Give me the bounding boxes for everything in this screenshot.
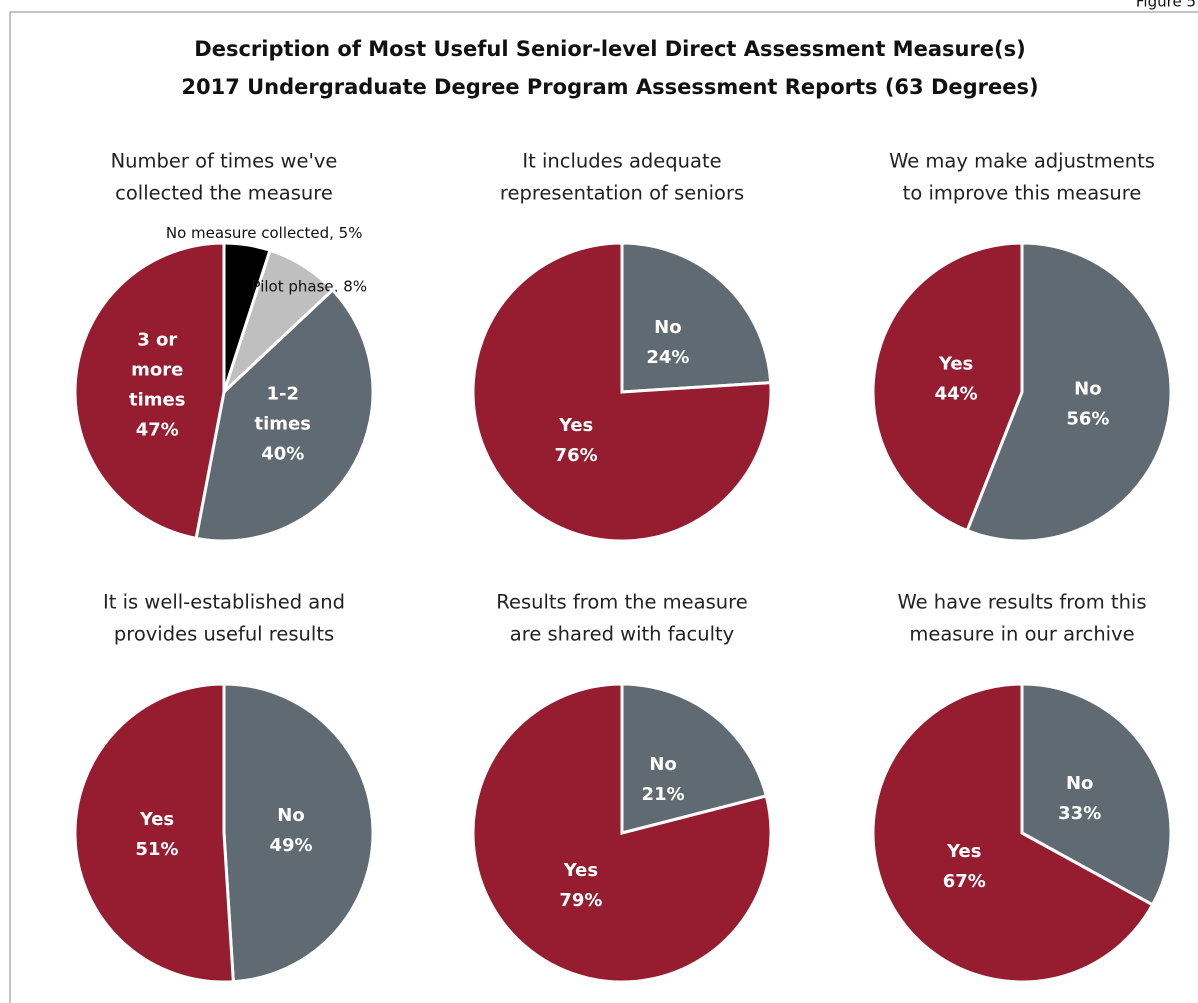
pie-slice	[965, 241, 1173, 543]
pie-title: It is well-established and	[103, 591, 345, 614]
category-name: Pilot phase	[252, 277, 334, 295]
figure-subtitle: 2017 Undergraduate Degree Program Assess…	[181, 75, 1038, 99]
separator: ,	[329, 224, 339, 242]
pie-title: measure in our archive	[909, 623, 1134, 646]
pie-slice	[73, 241, 226, 541]
pie-slice	[620, 682, 769, 835]
pie-slice	[871, 241, 1024, 533]
category-name: No	[1066, 773, 1093, 794]
pie-slice	[471, 241, 773, 543]
value-label: 51%	[135, 839, 178, 860]
pie-slice	[871, 682, 1155, 984]
data-label: No 24%	[646, 317, 689, 368]
pie-slice	[222, 682, 375, 984]
data-label: No 33%	[1058, 773, 1101, 824]
category-name: Yes	[938, 353, 973, 374]
value-label: 8%	[343, 277, 367, 295]
pie-title: We may make adjustments	[889, 150, 1155, 173]
data-label: Yes 44%	[935, 353, 978, 404]
value-label: 79%	[559, 890, 602, 911]
category-name: No measure collected	[166, 224, 329, 242]
category-name: Yes	[558, 415, 593, 436]
value-label: 47%	[136, 420, 179, 441]
value-label: 40%	[261, 443, 304, 464]
data-label: Yes 67%	[943, 841, 986, 892]
category-name: No	[649, 754, 676, 775]
value-label: 21%	[642, 784, 685, 805]
data-label: Pilot phase, 8%	[252, 277, 368, 295]
data-label: 3 or more times 47%	[129, 330, 185, 441]
value-label: 33%	[1058, 803, 1101, 824]
pie-title: collected the measure	[115, 182, 333, 205]
category-name: Yes	[946, 841, 981, 862]
data-label: No 49%	[269, 805, 312, 856]
value-label: 49%	[269, 835, 312, 856]
figure-title: Description of Most Useful Senior-level …	[194, 37, 1025, 61]
pie-slice	[1020, 682, 1173, 907]
pie-title: are shared with faculty	[510, 623, 734, 646]
category-name: No	[654, 317, 681, 338]
data-label: 1-2 times 40%	[255, 383, 311, 464]
pie-title: We have results from this	[897, 591, 1146, 614]
category-name: No	[1074, 379, 1101, 400]
value-label: 76%	[555, 445, 598, 466]
category-name: times	[129, 390, 185, 411]
category-name: No	[277, 805, 304, 826]
pie-title: to improve this measure	[903, 182, 1142, 205]
data-label: Yes 79%	[559, 860, 602, 911]
category-name: more	[131, 360, 183, 381]
pie-slice	[620, 241, 773, 394]
category-name: Yes	[139, 809, 174, 830]
data-label: No measure collected, 5%	[166, 224, 363, 242]
pie-slice	[471, 682, 773, 984]
pie-title: provides useful results	[114, 623, 334, 646]
data-label: Yes 51%	[135, 809, 178, 860]
category-name: Yes	[563, 860, 598, 881]
category-name: 3 or	[137, 330, 177, 351]
pie-slice	[194, 287, 375, 543]
pie-slice	[73, 682, 235, 984]
data-label: Yes 76%	[555, 415, 598, 466]
figure-label: Figure 5	[1136, 0, 1196, 11]
pie-title: Number of times we've	[111, 150, 338, 173]
category-name: 1-2	[266, 383, 299, 404]
value-label: 5%	[339, 224, 363, 242]
pie-title: Results from the measure	[496, 591, 747, 614]
value-label: 67%	[943, 871, 986, 892]
value-label: 56%	[1066, 409, 1109, 430]
value-label: 44%	[935, 383, 978, 404]
separator: ,	[334, 277, 344, 295]
data-label: No 21%	[642, 754, 685, 805]
pie-title: representation of seniors	[500, 182, 744, 205]
pie-title: It includes adequate	[522, 150, 721, 173]
data-label: No 56%	[1066, 379, 1109, 430]
category-name: times	[255, 413, 311, 434]
value-label: 24%	[646, 347, 689, 368]
